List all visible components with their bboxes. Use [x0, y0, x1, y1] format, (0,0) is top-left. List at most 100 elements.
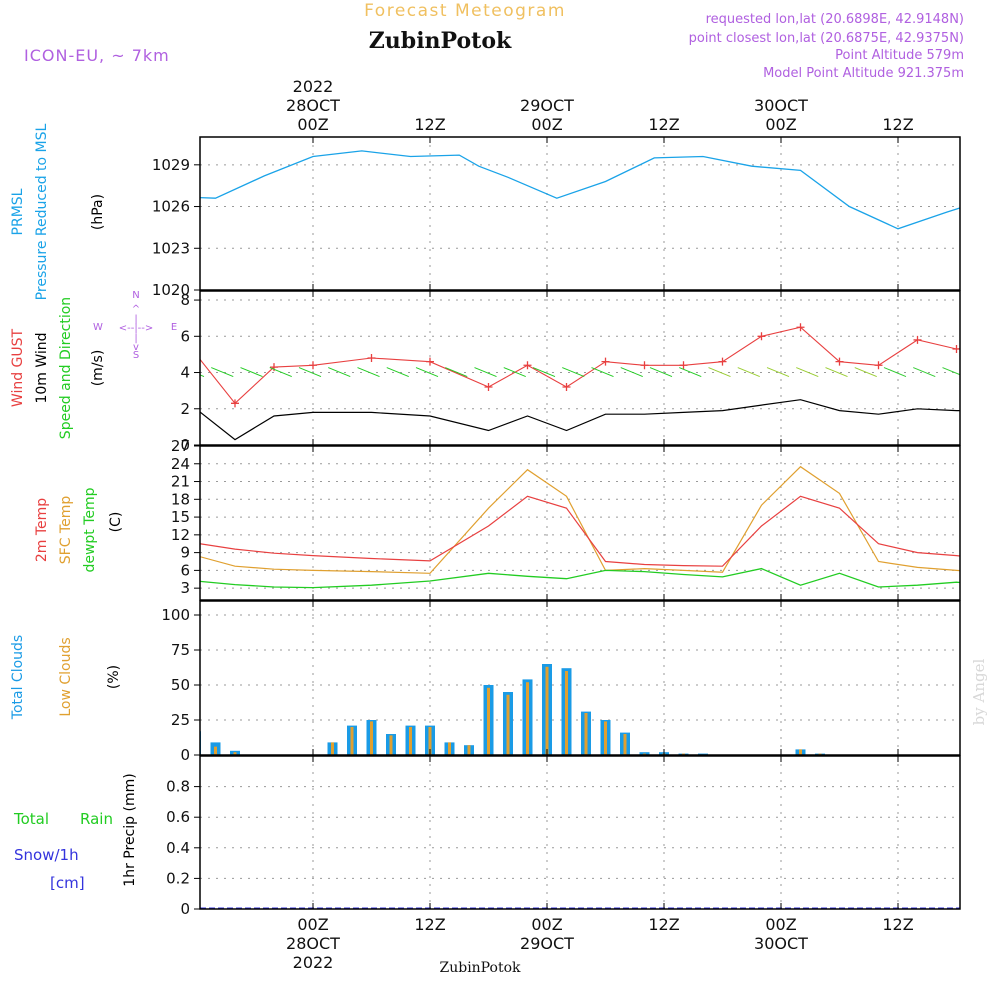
gust-marker	[426, 357, 434, 366]
y-tick-label: 27	[171, 437, 190, 455]
wind-direction-arrow	[942, 367, 960, 376]
compass-icon: N ^ | W <--|--> E | v S	[93, 290, 177, 361]
low-cloud-bar	[526, 682, 529, 755]
y-tick-label: 1020	[152, 281, 190, 299]
panel-frame	[199, 600, 961, 756]
wind-unit: (m/s)	[90, 350, 106, 387]
gust-marker	[484, 383, 493, 392]
low-cloud-bar	[487, 687, 490, 755]
y-tick-label: 21	[171, 473, 190, 491]
side-labels: PRMSL Pressure Reduced to MSL (hPa) Wind…	[10, 123, 177, 892]
wind-direction-arrow	[474, 367, 497, 377]
wind-direction-arrow	[766, 367, 790, 377]
svg-text:|: |	[134, 314, 137, 325]
snow-label: Snow/1h	[14, 846, 79, 864]
wind-direction-arrow	[386, 367, 409, 377]
total-cloud-label: Total Clouds	[10, 635, 26, 720]
gust-marker	[192, 350, 200, 358]
y-tick-label: 100	[161, 606, 190, 624]
panel-pressure: 1020 1023 1026 1029	[152, 136, 961, 299]
wind-direction-arrow	[562, 367, 585, 377]
y-tick-label: 9	[180, 544, 190, 562]
gust-marker	[562, 383, 571, 392]
wind-direction-arrow	[796, 367, 819, 377]
y-tick-label: 12	[171, 526, 190, 544]
low-cloud-label: Low Clouds	[58, 637, 74, 716]
wind-direction-arrow	[124, 368, 146, 377]
y-tick-label: 6	[180, 561, 190, 579]
sfc-label: SFC Temp	[58, 496, 74, 565]
temp-unit: (C)	[108, 512, 124, 533]
gust-marker	[796, 323, 805, 332]
low-cloud-bar	[584, 713, 588, 755]
gust-marker	[913, 335, 922, 344]
y-tick-label: 8	[180, 291, 190, 309]
gust-marker	[523, 361, 532, 370]
pressure-unit: (hPa)	[90, 194, 106, 230]
model-altitude: Model Point Altitude 921.375m	[763, 66, 964, 81]
y-tick-label: 3	[180, 579, 190, 597]
low-cloud-bar	[506, 694, 510, 755]
credit-watermark: by Angel	[970, 658, 988, 725]
y-tick-label: 50	[171, 676, 190, 694]
t2m-line	[200, 495, 960, 567]
plot-area-wind	[124, 323, 960, 441]
low-cloud-bar	[428, 727, 432, 755]
sfc-temp-line	[200, 465, 960, 574]
top-axis-tick-label: 2022	[293, 77, 334, 96]
total-cloud-bar	[152, 682, 162, 755]
pressure-label-2: Pressure Reduced to MSL	[34, 123, 50, 300]
y-tick-label: 0	[180, 900, 190, 918]
svg-text:v: v	[133, 342, 139, 353]
bottom-axis-tick-label: 00Z	[297, 915, 328, 934]
total-cloud-bar	[133, 684, 143, 755]
wind-dir-label: Speed and Direction	[58, 297, 74, 439]
y-tick-label: 0.4	[166, 839, 190, 857]
total-cloud-bar	[113, 699, 123, 755]
y-tick-label: 24	[171, 455, 190, 473]
low-cloud-bar	[389, 735, 393, 755]
wind-direction-arrow	[649, 367, 673, 377]
rain-label: Total	[13, 810, 49, 828]
y-tick-label: 1029	[152, 156, 190, 174]
wind-speed-line	[200, 399, 960, 441]
svg-text:|: |	[134, 333, 137, 344]
compass-s: S	[133, 350, 139, 361]
y-tick-label: 1023	[152, 239, 190, 257]
chart-subtitle: Forecast Meteogram	[364, 1, 566, 21]
low-cloud-bar	[565, 671, 568, 755]
low-cloud-bar	[448, 742, 451, 755]
gust-marker	[835, 357, 844, 366]
bottom-axis-tick-label: 00Z	[765, 915, 796, 934]
bottom-axis-tick-label: 00Z	[531, 915, 562, 934]
wind-direction-arrow	[269, 367, 292, 377]
compass-n: N	[132, 290, 139, 301]
wind-direction-arrow	[298, 367, 322, 377]
y-tick-label: 2	[180, 400, 190, 418]
low-cloud-bar	[799, 749, 802, 755]
wind-direction-arrow	[357, 367, 380, 377]
gust-marker	[640, 361, 649, 370]
y-tick-label: 0.2	[166, 869, 190, 887]
wind-direction-arrow	[211, 367, 234, 377]
gust-label: Wind GUST	[10, 328, 26, 407]
y-tick-label: 0.6	[166, 808, 190, 826]
wind-direction-arrow	[854, 367, 877, 377]
top-axis-tick-label: 30OCT	[754, 96, 808, 115]
y-tick-label: 6	[180, 327, 190, 345]
gust-marker	[718, 357, 727, 366]
bottom-axis-tick-label: 30OCT	[754, 934, 808, 953]
low-cloud-bar	[604, 721, 607, 755]
plot-area-pressure	[200, 150, 960, 230]
panels: 1020102310261029024683691215182124270255…	[113, 136, 961, 918]
low-cloud-bar	[545, 666, 549, 755]
wind-direction-arrow	[328, 367, 351, 377]
wind-direction-arrow	[532, 367, 556, 377]
gust-marker	[367, 354, 376, 363]
low-cloud-bar	[331, 742, 334, 755]
y-tick-label: 0	[180, 436, 190, 454]
low-cloud-bar	[350, 727, 354, 755]
